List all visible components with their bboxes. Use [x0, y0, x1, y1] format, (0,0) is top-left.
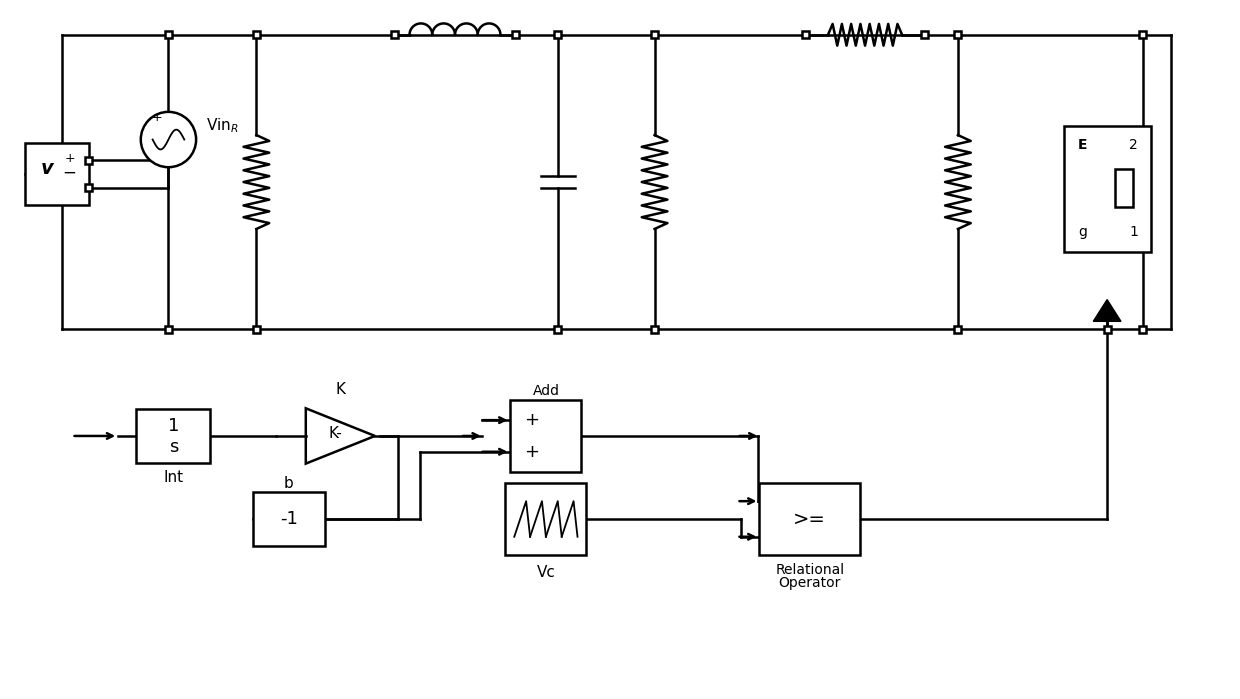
- Text: g: g: [1078, 225, 1086, 240]
- Bar: [651, 326, 658, 333]
- Text: −: −: [63, 163, 77, 181]
- Text: >=: >=: [794, 510, 826, 528]
- Polygon shape: [1094, 300, 1121, 322]
- Bar: [506, 484, 587, 554]
- Bar: [86, 185, 92, 192]
- Text: +: +: [151, 111, 162, 124]
- Circle shape: [141, 112, 196, 167]
- Bar: [1104, 326, 1111, 333]
- Bar: [554, 326, 562, 333]
- Text: s: s: [169, 438, 179, 456]
- Text: 1: 1: [167, 417, 179, 435]
- Bar: [506, 484, 587, 554]
- Bar: [1064, 126, 1151, 252]
- Text: Add: Add: [532, 384, 559, 398]
- Bar: [1115, 169, 1133, 207]
- Bar: [253, 31, 260, 38]
- Text: +: +: [64, 152, 74, 165]
- Bar: [651, 31, 658, 38]
- Text: K-: K-: [329, 426, 342, 442]
- Bar: [165, 31, 172, 38]
- Bar: [506, 484, 587, 554]
- Text: -1: -1: [280, 510, 298, 528]
- Text: K: K: [335, 382, 346, 397]
- Bar: [511, 401, 582, 472]
- Text: Relational: Relational: [775, 563, 844, 577]
- Text: Int: Int: [164, 470, 184, 485]
- Bar: [392, 31, 398, 38]
- Bar: [921, 31, 928, 38]
- Text: Operator: Operator: [779, 576, 841, 590]
- Bar: [759, 484, 861, 554]
- Text: +: +: [525, 442, 539, 461]
- Bar: [554, 31, 562, 38]
- Bar: [1140, 326, 1146, 333]
- Bar: [506, 484, 587, 554]
- Text: b: b: [284, 476, 294, 491]
- Text: 2: 2: [1130, 138, 1138, 152]
- Text: E: E: [1078, 138, 1087, 152]
- Bar: [955, 31, 961, 38]
- Text: 1: 1: [1130, 225, 1138, 240]
- Text: +: +: [525, 411, 539, 429]
- Bar: [802, 31, 810, 38]
- Bar: [253, 492, 325, 546]
- Bar: [506, 484, 587, 554]
- Text: Vc: Vc: [537, 565, 556, 579]
- Bar: [86, 157, 92, 164]
- Bar: [25, 143, 89, 205]
- Text: Vin$_R$: Vin$_R$: [206, 116, 239, 135]
- Bar: [136, 409, 211, 463]
- Bar: [955, 326, 961, 333]
- Bar: [1140, 31, 1146, 38]
- Bar: [253, 326, 260, 333]
- Bar: [165, 326, 172, 333]
- Text: v: v: [41, 159, 53, 178]
- Bar: [512, 31, 518, 38]
